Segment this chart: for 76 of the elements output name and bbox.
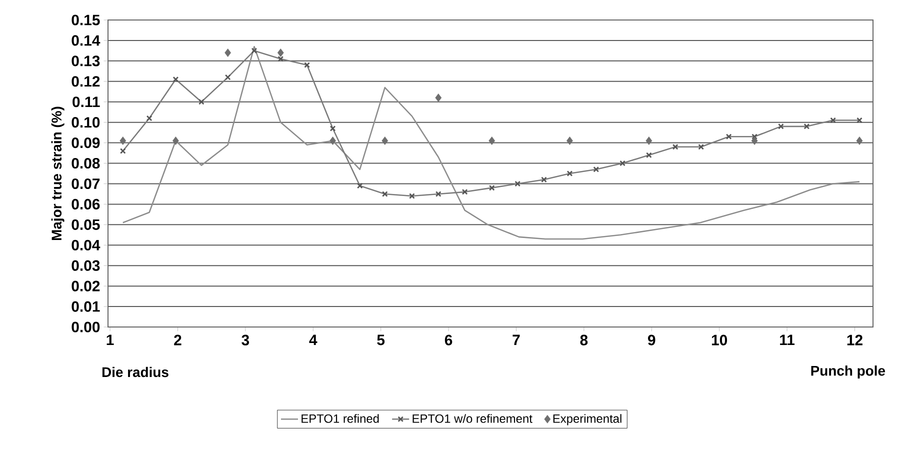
point — [330, 126, 336, 132]
y-tick-label: 0.07 — [72, 178, 100, 190]
text: Die radius — [102, 366, 168, 378]
point — [224, 74, 231, 80]
y-tick-label: 0.02 — [72, 280, 100, 292]
line-series — [122, 46, 860, 240]
point — [409, 193, 415, 199]
x-tick-label: 4 — [309, 334, 318, 346]
point — [514, 180, 521, 187]
point — [224, 48, 232, 57]
point — [856, 136, 863, 145]
x-tick-label: 2 — [174, 334, 182, 346]
point — [566, 170, 573, 176]
x-tick-label: 6 — [444, 334, 452, 346]
point — [620, 160, 626, 166]
point — [251, 48, 258, 54]
point — [672, 144, 678, 150]
point — [278, 56, 284, 62]
x-tick-label: 9 — [648, 334, 656, 346]
point — [752, 134, 758, 140]
y-tick-label: 0.00 — [72, 322, 100, 332]
text: Punch pole — [811, 365, 886, 378]
legend-label: Experimental — [553, 414, 622, 426]
point — [146, 115, 152, 122]
y-tick-label: 0.05 — [72, 219, 100, 230]
x-tick-label: 11 — [780, 334, 795, 346]
point — [646, 136, 652, 145]
y-axis-title: Major true strain (%) — [51, 106, 64, 240]
y-tick-label: 0.06 — [72, 198, 100, 210]
y-tick-label: 0.08 — [72, 158, 100, 169]
y-tick-label: 0.11 — [72, 96, 100, 108]
point — [120, 136, 126, 145]
point — [435, 94, 442, 102]
y-tick-label: 0.10 — [72, 117, 100, 128]
x-tick-label: 8 — [580, 334, 588, 346]
x-tick-label: 12 — [847, 334, 862, 346]
point — [856, 117, 862, 124]
point — [698, 144, 704, 150]
y-tick-label: 0.09 — [72, 138, 100, 148]
point — [462, 188, 468, 195]
point — [277, 48, 284, 57]
point — [646, 152, 652, 158]
point — [488, 136, 496, 145]
legend-label: EPTO1 refined — [302, 414, 379, 423]
x-tick-label: 7 — [512, 334, 520, 346]
legend-label: EPTO1 w/o refinement — [412, 414, 532, 423]
point — [330, 136, 336, 145]
point — [726, 134, 732, 140]
x-tick-label: 1 — [106, 334, 114, 346]
y-tick-label: 0.13 — [72, 56, 100, 66]
point — [172, 136, 179, 145]
x-tick-label: 5 — [377, 334, 385, 346]
point — [566, 136, 573, 145]
point — [382, 191, 388, 197]
y-tick-label: 0.14 — [72, 35, 100, 46]
point — [382, 136, 388, 145]
point — [435, 191, 442, 197]
point — [304, 62, 310, 68]
point — [120, 148, 126, 154]
point — [751, 136, 758, 145]
x-tick-label: 3 — [242, 334, 250, 346]
point — [778, 123, 784, 130]
point — [198, 98, 204, 105]
y-tick-label: 0.12 — [72, 76, 100, 87]
y-tick-label: 0.01 — [72, 301, 100, 312]
y-tick-label: 0.04 — [72, 240, 100, 250]
y-tick-label: 0.15 — [72, 14, 100, 26]
x-tick-label: 10 — [712, 334, 728, 346]
point — [541, 176, 547, 183]
point — [172, 76, 179, 82]
point — [356, 182, 363, 189]
point — [804, 123, 810, 130]
point — [830, 117, 836, 124]
point — [593, 166, 600, 172]
y-tick-label: 0.03 — [72, 260, 100, 271]
point — [488, 184, 495, 191]
